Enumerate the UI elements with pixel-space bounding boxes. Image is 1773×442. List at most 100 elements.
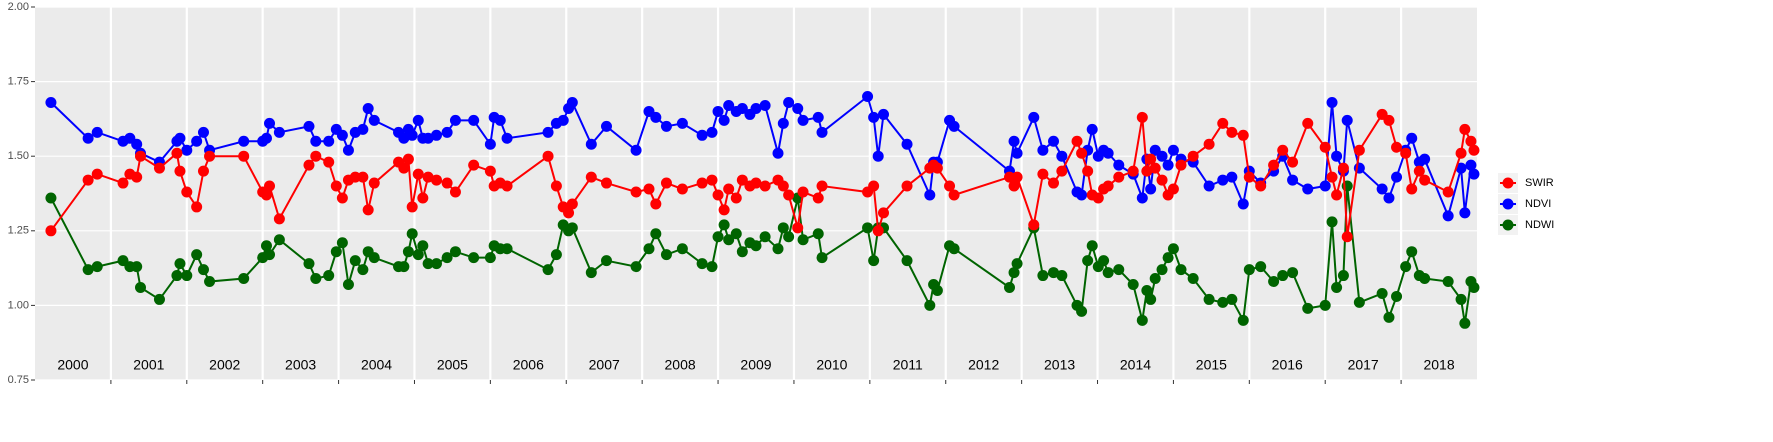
- data-point: [260, 132, 272, 144]
- data-point: [1391, 141, 1403, 153]
- data-point: [1187, 150, 1199, 162]
- data-point: [153, 293, 165, 305]
- data-point: [1008, 180, 1020, 192]
- data-point: [1331, 150, 1343, 162]
- data-point: [650, 111, 662, 123]
- data-point: [706, 261, 718, 273]
- data-point: [398, 132, 410, 144]
- data-point: [368, 177, 380, 189]
- data-point: [1203, 180, 1215, 192]
- data-point: [406, 201, 418, 213]
- data-point: [336, 192, 348, 204]
- data-point: [357, 264, 369, 276]
- data-point: [736, 174, 748, 186]
- data-point: [181, 186, 193, 198]
- data-point: [730, 192, 742, 204]
- data-point: [650, 228, 662, 240]
- data-point: [878, 207, 890, 219]
- data-point: [238, 150, 250, 162]
- data-point: [1102, 267, 1114, 279]
- data-point: [901, 255, 913, 267]
- data-point: [1468, 168, 1480, 180]
- data-point: [1341, 231, 1353, 243]
- data-point: [1113, 264, 1125, 276]
- data-point: [1003, 171, 1015, 183]
- data-point: [1341, 114, 1353, 126]
- data-point: [1127, 279, 1139, 291]
- data-point: [1287, 174, 1299, 186]
- data-point: [468, 114, 480, 126]
- data-point: [117, 177, 129, 189]
- data-point: [1319, 141, 1331, 153]
- data-point: [1268, 159, 1280, 171]
- data-point: [1145, 183, 1157, 195]
- data-point: [600, 177, 612, 189]
- data-point: [1082, 255, 1094, 267]
- data-point: [777, 117, 789, 129]
- x-tick-label: 2003: [285, 357, 316, 373]
- data-point: [948, 120, 960, 132]
- data-point: [273, 126, 285, 138]
- data-point: [792, 102, 804, 114]
- x-tick-label: 2004: [361, 357, 392, 373]
- data-point: [585, 267, 597, 279]
- data-point: [45, 225, 57, 237]
- data-point: [1413, 165, 1425, 177]
- data-point: [1337, 270, 1349, 282]
- data-point: [585, 171, 597, 183]
- data-point: [181, 270, 193, 282]
- data-point: [676, 117, 688, 129]
- data-point: [303, 258, 315, 270]
- data-point: [181, 144, 193, 156]
- data-point: [171, 147, 183, 159]
- data-point: [1037, 270, 1049, 282]
- data-point: [1011, 171, 1023, 183]
- data-point: [650, 198, 662, 210]
- data-point: [750, 177, 762, 189]
- data-point: [1326, 171, 1338, 183]
- data-point: [191, 135, 203, 147]
- data-point: [924, 299, 936, 311]
- data-point: [542, 264, 554, 276]
- data-point: [1217, 296, 1229, 308]
- data-point: [868, 111, 880, 123]
- data-point: [273, 234, 285, 246]
- data-point: [600, 120, 612, 132]
- data-point: [91, 126, 103, 138]
- data-point: [422, 171, 434, 183]
- data-point: [303, 159, 315, 171]
- data-point: [1455, 147, 1467, 159]
- data-point: [1226, 293, 1238, 305]
- data-point: [197, 126, 209, 138]
- y-tick-label: 1.25: [8, 225, 29, 237]
- plot-panel: [35, 7, 1477, 380]
- data-point: [1326, 216, 1338, 228]
- data-point: [550, 180, 562, 192]
- data-point: [1400, 147, 1412, 159]
- data-point: [931, 284, 943, 296]
- y-tick-label: 1.00: [8, 299, 29, 311]
- data-point: [303, 120, 315, 132]
- data-point: [1226, 126, 1238, 138]
- data-point: [566, 222, 578, 234]
- data-point: [1217, 117, 1229, 129]
- data-point: [1037, 144, 1049, 156]
- data-point: [1277, 270, 1289, 282]
- data-point: [563, 207, 575, 219]
- data-point: [1048, 177, 1060, 189]
- data-point: [412, 249, 424, 261]
- data-point: [131, 261, 143, 273]
- data-point: [468, 252, 480, 264]
- data-point: [1237, 314, 1249, 326]
- data-point: [723, 183, 735, 195]
- data-point: [1162, 159, 1174, 171]
- data-point: [501, 180, 513, 192]
- data-point: [759, 231, 771, 243]
- data-point: [449, 114, 461, 126]
- data-point: [948, 243, 960, 255]
- data-point: [1145, 293, 1157, 305]
- data-point: [750, 240, 762, 252]
- data-point: [264, 117, 276, 129]
- data-point: [1383, 192, 1395, 204]
- data-point: [1167, 183, 1179, 195]
